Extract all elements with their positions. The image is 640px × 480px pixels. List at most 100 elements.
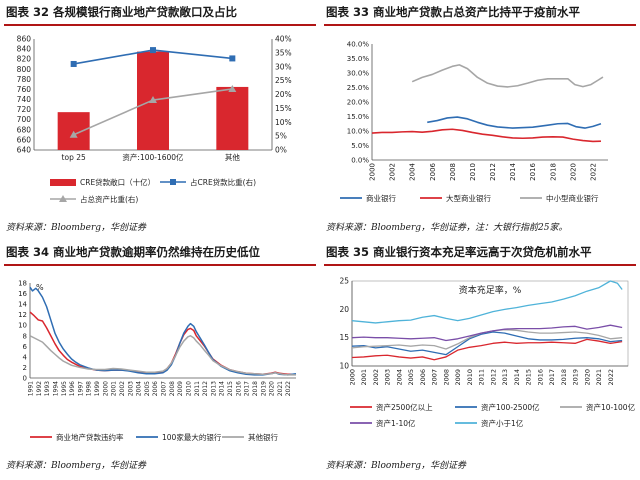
legend-label: 资产2500亿以上: [376, 402, 433, 412]
x-tick-label: 2002: [119, 381, 126, 396]
y-tick-label: 20.0%: [347, 99, 370, 107]
x-tick-label: 其他: [225, 152, 240, 162]
data-point: [149, 96, 157, 104]
x-tick-label: 1999: [94, 381, 101, 396]
y-tick-label: 840: [17, 45, 32, 54]
y-tick-label: 640: [17, 146, 32, 155]
source-note: 资料来源：Bloomberg，华创证券，注：大银行指前25家。: [326, 223, 568, 233]
x-tick-label: 2010: [466, 369, 474, 386]
x-tick-label: 2012: [489, 163, 497, 181]
x-tick-label: 2017: [244, 381, 251, 396]
y-tick-label: 25: [339, 277, 349, 286]
y-tick-label: 35.0%: [347, 55, 370, 63]
x-tick-label: 2013: [501, 369, 509, 386]
x-tick-label: 2017: [548, 369, 556, 386]
source-note: 资料来源：Bloomberg，华创证券: [326, 461, 467, 471]
data-point: [228, 84, 237, 92]
legend-label: 商业银行: [366, 193, 396, 203]
x-tick-label: 2003: [127, 381, 134, 396]
x-tick-label: 1993: [44, 381, 51, 396]
x-tick-label: 2020: [569, 163, 577, 181]
x-tick-label: 2020: [583, 369, 591, 386]
legend-label: 资产1-10亿: [376, 418, 416, 428]
series-line: [411, 64, 604, 88]
x-tick-label: 资产:100-1600亿: [122, 152, 184, 162]
x-tick-label: 2007: [161, 381, 168, 396]
title-divider: [4, 24, 316, 26]
x-tick-label: top 25: [62, 153, 86, 162]
source-note: 资料来源：Bloomberg，华创证券: [6, 223, 147, 233]
y-tick-label: 15.0%: [347, 113, 370, 121]
y-tick-label: 14: [18, 301, 27, 309]
series-line: [351, 338, 623, 361]
x-tick-label: 2004: [409, 162, 417, 180]
x-tick-label: 1991: [28, 381, 35, 396]
x-tick-label: 2011: [194, 381, 201, 396]
legend-marker: [59, 195, 67, 202]
y-tick-label: 20: [339, 305, 349, 314]
y-tick-label: 25.0%: [347, 84, 370, 92]
title-divider: [324, 24, 636, 26]
x-tick-label: 2006: [419, 369, 427, 386]
y2-tick-label: 20%: [275, 90, 292, 99]
y-tick-label: 720: [17, 105, 32, 114]
data-point: [150, 47, 156, 54]
y-tick-label: 0.0%: [351, 157, 369, 165]
x-tick-label: 2011: [478, 369, 486, 386]
bar: [216, 86, 249, 150]
y-tick-label: 660: [17, 135, 32, 144]
y-tick-label: 10: [339, 362, 349, 371]
series-line: [29, 286, 297, 376]
x-tick-label: 2000: [369, 163, 377, 181]
x-tick-label: 2013: [210, 381, 217, 396]
y2-tick-label: 10%: [275, 118, 292, 127]
series-line: [351, 280, 623, 324]
series-line: [351, 331, 623, 356]
y-tick-label: 16: [18, 290, 27, 298]
x-tick-label: 1992: [36, 381, 43, 396]
series-line: [371, 128, 601, 143]
x-tick-label: 2015: [227, 381, 234, 396]
x-tick-label: 2001: [111, 381, 118, 396]
panel-35: 图表 35 商业银行资本充足率远高于次贷危机前水平 资料来源：Bloomberg…: [320, 240, 640, 480]
y-tick-label: 18: [18, 280, 27, 288]
legend-label: 资产小于1亿: [481, 418, 524, 428]
legend-label: 大型商业银行: [446, 193, 491, 203]
x-tick-label: 2022: [607, 369, 615, 386]
x-tick-label: 2016: [536, 369, 544, 386]
x-tick-label: 1997: [77, 381, 84, 396]
x-tick-label: 2009: [177, 381, 184, 396]
y2-tick-label: 5%: [275, 132, 287, 141]
x-tick-label: 2022: [589, 163, 597, 181]
data-point: [70, 60, 77, 67]
y2-tick-label: 35%: [275, 48, 292, 57]
legend-label: 其他银行: [248, 432, 278, 442]
y-tick-label: 0: [23, 375, 27, 383]
x-tick-label: 1994: [52, 381, 59, 396]
x-tick-label: 2016: [235, 381, 242, 396]
chart-title: 图表 33 商业地产贷款占总资产比持平于疫前水平: [326, 5, 581, 19]
x-tick-label: 2004: [136, 381, 143, 396]
x-tick-label: 2002: [389, 163, 397, 181]
chart-title: 图表 32 各规模银行商业地产贷款敞口及占比: [6, 5, 238, 19]
x-tick-label: 2003: [384, 369, 392, 386]
y-tick-label: 30.0%: [347, 70, 370, 78]
x-tick-label: 2018: [549, 163, 557, 181]
x-tick-label: 2012: [489, 369, 497, 386]
y-tick-label: 6: [23, 343, 28, 351]
x-tick-label: 2010: [185, 381, 192, 396]
x-tick-label: 2008: [169, 381, 176, 396]
x-tick-label: 1998: [86, 381, 93, 396]
series-line: [427, 116, 602, 129]
y-tick-label: 10: [18, 322, 27, 330]
title-divider: [324, 264, 636, 266]
series-line: [351, 324, 623, 342]
legend-label: 100家最大的银行: [162, 432, 222, 442]
y-tick-label: 760: [17, 85, 32, 94]
y2-tick-label: 25%: [275, 76, 292, 85]
x-tick-label: 2008: [449, 163, 457, 181]
chart-title: 图表 35 商业银行资本充足率远高于次贷危机前水平: [326, 245, 592, 259]
panel-33: 图表 33 商业地产贷款占总资产比持平于疫前水平 资料来源：Bloomberg，…: [320, 0, 640, 240]
x-tick-label: 1995: [61, 381, 68, 396]
